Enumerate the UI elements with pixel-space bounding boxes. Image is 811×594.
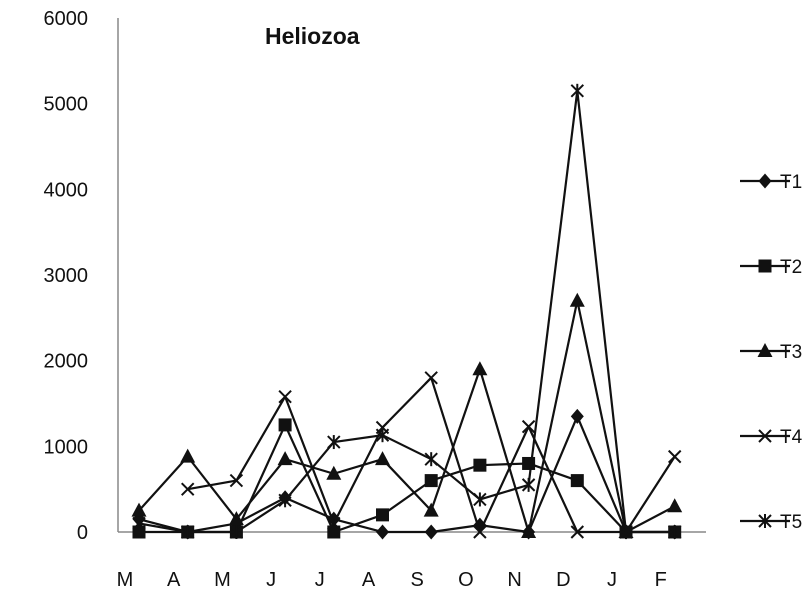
x-tick-label: A (362, 569, 376, 591)
legend-label: T4 (780, 427, 803, 448)
data-point (131, 502, 147, 517)
data-point (569, 292, 585, 307)
data-point (278, 418, 292, 432)
legend-marker (758, 429, 772, 443)
data-point (570, 83, 585, 98)
y-tick-label: 2000 (44, 351, 89, 373)
data-point (521, 419, 536, 434)
data-point (229, 525, 244, 539)
legend-label: T2 (780, 257, 802, 278)
x-tick-label: J (266, 569, 276, 591)
series-group (131, 83, 683, 540)
data-point (521, 524, 537, 538)
tick-labels: 0 1000 2000 3000 4000 5000 6000 M A M J J A S O N D J F (44, 8, 667, 591)
chart-title: Heliozoa (265, 23, 360, 49)
data-point (521, 477, 536, 492)
series-t3 (131, 292, 683, 538)
data-point (522, 456, 536, 470)
x-tick-label: J (607, 569, 617, 591)
data-point (570, 525, 585, 539)
data-point (472, 361, 488, 376)
x-tick-label: N (507, 569, 521, 591)
data-point (424, 524, 438, 540)
legend-item-t1: T1 (740, 172, 802, 193)
legend-label: T5 (780, 512, 802, 533)
series-line (138, 299, 676, 534)
y-tick-label: 1000 (44, 436, 89, 458)
data-point (667, 449, 682, 464)
data-point (326, 465, 342, 480)
data-point (180, 482, 195, 496)
data-point (132, 525, 146, 539)
x-tick-label: O (458, 569, 474, 591)
data-point (327, 516, 341, 531)
data-point (570, 474, 584, 488)
data-point (570, 408, 584, 424)
data-point (473, 492, 487, 507)
legend-marker (758, 173, 772, 189)
legend-item-t5: T5 (740, 512, 802, 533)
data-point (180, 448, 196, 463)
x-tick-label: M (117, 569, 134, 591)
series-line (138, 89, 675, 534)
legend-marker (758, 514, 772, 528)
x-tick-label: A (167, 569, 181, 591)
data-point (667, 498, 683, 513)
y-tick-label: 4000 (44, 179, 89, 201)
data-point (376, 524, 389, 540)
data-point (277, 451, 293, 466)
data-point (375, 451, 390, 466)
legend-marker (757, 343, 773, 357)
series-t2 (132, 418, 682, 539)
x-tick-label: D (556, 569, 570, 591)
data-point (375, 428, 390, 443)
legend-label: T1 (780, 172, 802, 193)
data-point (180, 525, 195, 539)
data-point (327, 525, 341, 539)
y-tick-label: 5000 (44, 94, 89, 116)
data-point (376, 508, 389, 522)
data-point (424, 474, 438, 488)
legend-item-t2: T2 (740, 257, 802, 278)
legend-item-t3: T3 (740, 342, 802, 363)
y-tick-label: 6000 (44, 8, 89, 30)
data-point (228, 511, 244, 526)
y-tick-label: 3000 (44, 265, 89, 287)
x-tick-label: S (411, 569, 424, 591)
data-point (473, 525, 487, 539)
legend-label: T3 (780, 342, 802, 363)
series-t5 (132, 83, 682, 539)
series-t1 (132, 408, 682, 540)
x-tick-label: F (655, 569, 667, 591)
legend-item-t4: T4 (740, 427, 803, 448)
data-point (667, 525, 682, 539)
legend: T1 T2 T3 T4 T5 (740, 172, 803, 533)
data-point (423, 502, 439, 517)
series-line (139, 423, 675, 534)
y-tick-label: 0 (77, 522, 88, 544)
legend-marker (758, 259, 772, 273)
data-point (424, 371, 438, 385)
data-point (619, 525, 633, 539)
data-point (424, 452, 438, 467)
data-point (473, 458, 487, 472)
x-tick-label: J (315, 569, 325, 591)
series-line (138, 415, 675, 534)
x-tick-label: M (214, 569, 231, 591)
data-point (132, 516, 146, 531)
data-point (327, 435, 341, 450)
data-point (278, 493, 292, 508)
data-point (229, 473, 244, 488)
data-point (278, 389, 292, 404)
